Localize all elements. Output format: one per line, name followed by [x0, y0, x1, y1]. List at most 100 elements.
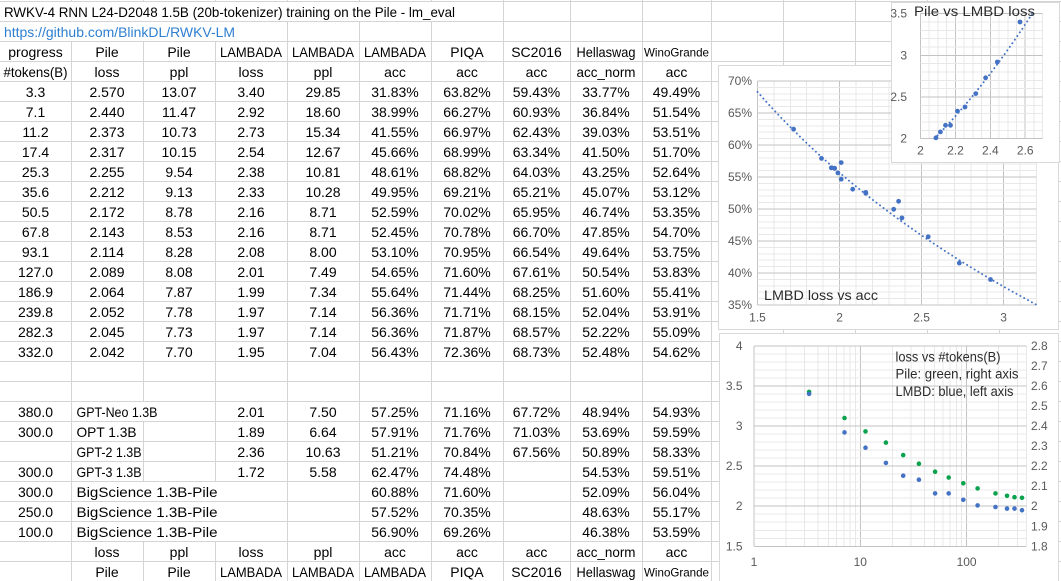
svg-text:GPT-Neo 1.3B: GPT-Neo 1.3B	[77, 404, 158, 420]
svg-text:66.27%: 66.27%	[443, 104, 490, 120]
svg-text:53.83%: 53.83%	[653, 264, 700, 280]
svg-text:53.69%: 53.69%	[582, 424, 629, 440]
svg-text:54.62%: 54.62%	[653, 344, 700, 360]
svg-text:68.73%: 68.73%	[513, 344, 560, 360]
svg-text:43.25%: 43.25%	[582, 164, 629, 180]
svg-text:100.0: 100.0	[18, 524, 53, 540]
svg-text:Pile vs LMBD loss: Pile vs LMBD loss	[914, 4, 1035, 19]
svg-text:acc: acc	[384, 64, 406, 80]
svg-text:68.25%: 68.25%	[513, 284, 560, 300]
svg-text:38.99%: 38.99%	[371, 104, 418, 120]
svg-text:2.1: 2.1	[1031, 479, 1048, 493]
svg-text:70.84%: 70.84%	[443, 444, 490, 460]
svg-text:2.373: 2.373	[89, 124, 124, 140]
svg-text:7.14: 7.14	[309, 304, 336, 320]
svg-text:2.143: 2.143	[89, 224, 124, 240]
svg-text:7.34: 7.34	[309, 284, 336, 300]
svg-text:5.58: 5.58	[309, 464, 336, 480]
svg-text:54.53%: 54.53%	[582, 464, 629, 480]
svg-text:186.9: 186.9	[18, 284, 53, 300]
svg-text:71.60%: 71.60%	[443, 264, 490, 280]
svg-text:Hellaswag: Hellaswag	[577, 564, 636, 580]
svg-text:8.28: 8.28	[165, 244, 192, 260]
svg-text:ppl: ppl	[170, 544, 189, 560]
svg-text:ppl: ppl	[314, 544, 333, 560]
svg-text:2.440: 2.440	[89, 104, 124, 120]
svg-text:127.0: 127.0	[18, 264, 53, 280]
svg-text:62.47%: 62.47%	[371, 464, 418, 480]
svg-text:100: 100	[957, 555, 977, 569]
svg-text:1.5: 1.5	[749, 311, 766, 325]
svg-text:1: 1	[751, 555, 758, 569]
svg-text:53.75%: 53.75%	[653, 244, 700, 260]
svg-text:7.1: 7.1	[26, 104, 46, 120]
svg-text:56.43%: 56.43%	[371, 344, 418, 360]
svg-text:loss: loss	[239, 64, 264, 80]
svg-text:25.3: 25.3	[22, 164, 49, 180]
svg-text:52.04%: 52.04%	[582, 304, 629, 320]
svg-text:2.8: 2.8	[1031, 339, 1048, 353]
svg-text:63.82%: 63.82%	[443, 84, 490, 100]
svg-text:69.21%: 69.21%	[443, 184, 490, 200]
svg-text:7.50: 7.50	[309, 404, 336, 420]
svg-text:71.71%: 71.71%	[443, 304, 490, 320]
svg-text:LAMBADA: LAMBADA	[364, 44, 427, 60]
svg-text:Hellaswag: Hellaswag	[577, 44, 636, 60]
svg-text:9.13: 9.13	[165, 184, 192, 200]
svg-text:50.5: 50.5	[22, 204, 49, 220]
svg-text:9.54: 9.54	[165, 164, 192, 180]
svg-text:47.85%: 47.85%	[582, 224, 629, 240]
svg-text:15.34: 15.34	[305, 124, 340, 140]
svg-text:10.63: 10.63	[305, 444, 340, 460]
svg-text:acc_norm: acc_norm	[577, 64, 636, 80]
svg-text:68.57%: 68.57%	[513, 324, 560, 340]
svg-text:49.49%: 49.49%	[653, 84, 700, 100]
svg-text:3: 3	[900, 48, 907, 62]
svg-text:10.73: 10.73	[161, 124, 196, 140]
svg-text:1.99: 1.99	[237, 284, 264, 300]
svg-text:70.95%: 70.95%	[443, 244, 490, 260]
svg-text:50.54%: 50.54%	[582, 264, 629, 280]
svg-text:60.88%: 60.88%	[371, 484, 418, 500]
svg-text:3: 3	[1000, 311, 1007, 325]
svg-text:74.48%: 74.48%	[443, 464, 490, 480]
svg-text:1.89: 1.89	[237, 424, 264, 440]
svg-text:1.97: 1.97	[237, 324, 264, 340]
svg-text:1.95: 1.95	[237, 344, 264, 360]
svg-text:Pile: green, right axis: Pile: green, right axis	[896, 367, 1019, 382]
svg-text:3.3: 3.3	[26, 84, 46, 100]
svg-text:56.36%: 56.36%	[371, 304, 418, 320]
svg-text:Pile: Pile	[167, 564, 191, 580]
svg-text:41.55%: 41.55%	[371, 124, 418, 140]
svg-text:67.61%: 67.61%	[513, 264, 560, 280]
svg-text:WinoGrande: WinoGrande	[644, 45, 709, 59]
svg-text:52.09%: 52.09%	[582, 484, 629, 500]
svg-text:2.042: 2.042	[89, 344, 124, 360]
svg-text:acc: acc	[384, 544, 406, 560]
svg-text:239.8: 239.8	[18, 304, 53, 320]
svg-text:2.92: 2.92	[237, 104, 264, 120]
svg-text:BigScience 1.3B-Pile: BigScience 1.3B-Pile	[77, 484, 218, 500]
svg-text:54.70%: 54.70%	[653, 224, 700, 240]
svg-text:13.07: 13.07	[161, 84, 196, 100]
svg-text:31.83%: 31.83%	[371, 84, 418, 100]
svg-text:6.64: 6.64	[309, 424, 336, 440]
svg-text:52.64%: 52.64%	[653, 164, 700, 180]
svg-text:2.052: 2.052	[89, 304, 124, 320]
svg-text:3.40: 3.40	[237, 84, 264, 100]
svg-text:acc: acc	[456, 64, 478, 80]
svg-text:55.09%: 55.09%	[653, 324, 700, 340]
svg-text:7.78: 7.78	[165, 304, 192, 320]
svg-text:69.26%: 69.26%	[443, 524, 490, 540]
svg-text:2.317: 2.317	[89, 144, 124, 160]
svg-text:57.52%: 57.52%	[371, 504, 418, 520]
svg-text:66.70%: 66.70%	[513, 224, 560, 240]
svg-text:48.63%: 48.63%	[582, 504, 629, 520]
svg-text:66.54%: 66.54%	[513, 244, 560, 260]
svg-text:53.10%: 53.10%	[371, 244, 418, 260]
svg-text:68.15%: 68.15%	[513, 304, 560, 320]
svg-text:4: 4	[736, 339, 743, 353]
svg-text:2.172: 2.172	[89, 204, 124, 220]
svg-text:LMBD: blue, left axis: LMBD: blue, left axis	[896, 384, 1014, 399]
svg-text:68.99%: 68.99%	[443, 144, 490, 160]
